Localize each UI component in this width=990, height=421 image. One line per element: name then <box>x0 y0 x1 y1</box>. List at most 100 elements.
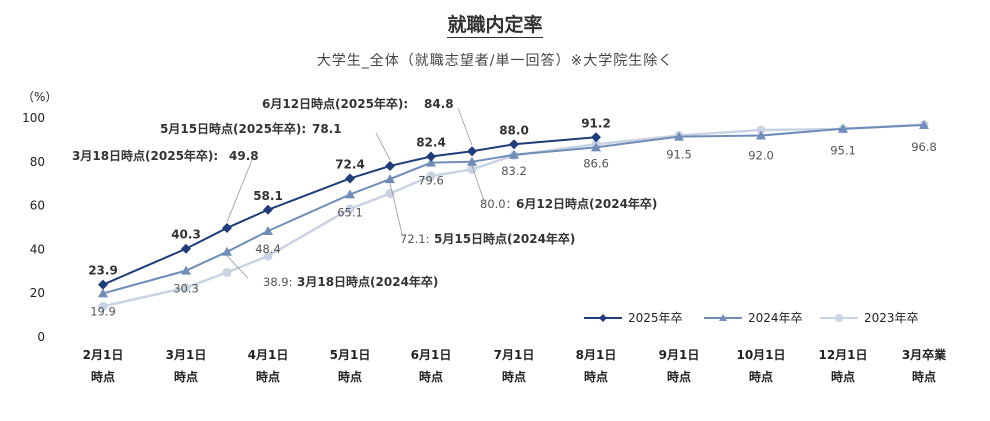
y-tick-label: 80 <box>30 155 45 169</box>
data-label-2025: 40.3 <box>171 228 201 242</box>
x-tick-label: 8月1日 <box>576 348 617 362</box>
callout-leader <box>471 165 485 202</box>
x-tick-label: 時点 <box>338 369 362 384</box>
x-tick-label: 6月1日 <box>411 348 452 362</box>
data-label-2024: 95.1 <box>830 144 856 158</box>
data-point <box>509 139 519 150</box>
data-label-2024: 65.1 <box>337 205 363 219</box>
data-point <box>181 265 191 275</box>
x-tick-label: 時点 <box>419 369 443 384</box>
data-label-2024: 83.2 <box>501 164 527 178</box>
callout-text: 6月12日時点(2025年卒): <box>262 96 408 111</box>
data-point <box>467 156 477 166</box>
data-label-2025: 82.4 <box>416 136 446 150</box>
callout-value: 3月18日時点(2024年卒) <box>297 274 438 289</box>
data-label-2025: 23.9 <box>88 264 118 278</box>
x-tick-label: 時点 <box>502 369 526 384</box>
x-tick-label: 9月1日 <box>659 348 700 362</box>
legend-marker <box>599 314 607 322</box>
chart-title: 就職内定率 <box>447 14 543 38</box>
series-line-2025年卒 <box>102 136 597 286</box>
callout-leader <box>389 183 403 235</box>
callout-leader <box>375 132 391 161</box>
data-label-2025: 91.2 <box>581 116 611 130</box>
data-label-2025: 58.1 <box>253 189 283 203</box>
data-point <box>345 204 355 214</box>
data-label-2024: 92.0 <box>748 149 774 163</box>
data-point <box>426 157 436 167</box>
x-tick-label: 時点 <box>749 369 773 384</box>
data-point <box>756 125 766 135</box>
data-point <box>919 120 929 130</box>
series-line-2023年卒 <box>102 123 925 308</box>
x-tick-label: 3月1日 <box>166 348 207 362</box>
data-point <box>345 189 355 199</box>
data-point <box>263 204 273 215</box>
legend-marker <box>835 314 843 322</box>
callout-value: 78.1 <box>312 122 342 136</box>
data-point <box>222 246 232 256</box>
data-point <box>591 132 601 143</box>
x-tick-label: 10月1日 <box>736 348 785 362</box>
callout-value: 5月15日時点(2024年卒) <box>434 231 575 246</box>
x-tick-label: 時点 <box>912 369 936 384</box>
callout-value: 49.8 <box>229 149 259 163</box>
data-point <box>385 174 395 184</box>
data-point <box>98 288 108 298</box>
x-tick-label: 時点 <box>91 369 115 384</box>
data-point <box>181 243 191 254</box>
x-tick-label: 12月1日 <box>818 348 867 362</box>
callout-leader <box>226 159 253 223</box>
callout-text: 72.1: <box>400 232 429 246</box>
callout-value: 84.8 <box>424 97 454 111</box>
data-point <box>467 146 477 157</box>
legend-label: 2023年卒 <box>864 311 919 325</box>
data-label-2024: 30.3 <box>173 282 199 296</box>
data-label-2024: 79.6 <box>418 174 444 188</box>
data-point <box>509 149 519 159</box>
legend-marker <box>719 314 727 321</box>
data-point <box>426 151 436 162</box>
data-label-2024: 86.6 <box>583 156 609 170</box>
data-label-2024: 19.9 <box>90 304 116 318</box>
y-tick-label: 40 <box>30 242 45 256</box>
x-tick-label: 5月1日 <box>330 348 371 362</box>
callout-leader <box>457 107 473 146</box>
data-point <box>181 283 191 293</box>
chart-subtitle: 大学生_全体（就職志望者/単一回答）※大学院生除く <box>316 53 674 69</box>
callout-text: 38.9: <box>263 275 292 289</box>
legend-label: 2024年卒 <box>748 311 803 325</box>
data-label-2024: 48.4 <box>255 242 281 256</box>
x-tick-label: 3月卒業 <box>902 347 947 362</box>
data-point <box>838 123 848 133</box>
data-point <box>591 142 601 152</box>
data-point <box>98 279 108 290</box>
x-tick-label: 4月1日 <box>248 348 289 362</box>
data-point <box>385 160 395 171</box>
x-tick-label: 時点 <box>174 369 198 384</box>
y-tick-label: 20 <box>30 286 45 300</box>
callout-text: 3月18日時点(2025年卒): <box>72 148 218 163</box>
x-tick-label: 7月1日 <box>494 348 535 362</box>
callout-leader <box>226 255 249 279</box>
data-point <box>345 173 355 184</box>
data-label-2025: 88.0 <box>499 123 529 137</box>
y-tick-label: 0 <box>37 330 45 344</box>
data-point <box>426 171 436 181</box>
callout-value: 6月12日時点(2024年卒) <box>516 196 657 211</box>
callout-text: 5月15日時点(2025年卒): <box>160 121 306 136</box>
data-label-2025: 72.4 <box>335 157 365 171</box>
data-label-2024: 91.5 <box>666 148 692 162</box>
data-point <box>263 226 273 236</box>
x-tick-label: 時点 <box>831 369 855 384</box>
data-point <box>263 251 273 261</box>
x-tick-label: 時点 <box>584 369 608 384</box>
y-tick-label: 100 <box>22 111 45 125</box>
data-point <box>756 130 766 140</box>
data-point <box>98 301 108 311</box>
data-point <box>222 267 232 277</box>
legend-label: 2025年卒 <box>628 311 683 325</box>
x-tick-label: 2月1日 <box>83 348 124 362</box>
